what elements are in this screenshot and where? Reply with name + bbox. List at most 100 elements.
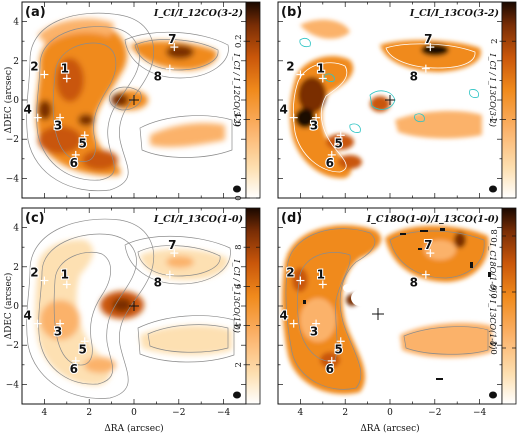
panel-b-contours-white bbox=[292, 43, 476, 173]
colorbar-tick-label: 4 bbox=[234, 323, 244, 328]
colorbar-ticks: 0.20.10I_CI / I_12CO(3-2)21I_CI / I_13CO… bbox=[232, 34, 516, 368]
x-tick-label: −2 bbox=[172, 408, 185, 418]
source-label-1: 1 bbox=[61, 61, 69, 75]
panel-a-sources: 1 2 3 4 56 7 8 bbox=[22, 31, 179, 171]
source-label-4: 4 bbox=[24, 309, 32, 323]
source-label-6: 6 bbox=[326, 362, 334, 376]
colorbar-b bbox=[501, 1, 517, 199]
colorbar-c bbox=[245, 207, 261, 405]
source-label-1: 1 bbox=[317, 61, 325, 75]
colorbar-tick-label: 0.2 bbox=[234, 34, 244, 48]
panel-d-beam bbox=[489, 391, 497, 399]
colorbar-tick-label: 2 bbox=[234, 362, 244, 367]
colorbar-label: I_CI / I_13CO(1-0) bbox=[232, 259, 241, 333]
source-label-5: 5 bbox=[79, 136, 87, 150]
y-tick-label: 0 bbox=[13, 96, 19, 106]
colorbar-tick-label: 8 bbox=[234, 244, 244, 249]
source-label-6: 6 bbox=[326, 156, 334, 170]
panel-b-sources: 1 2 3 4 56 7 8 bbox=[278, 31, 435, 171]
colorbar-label: I_C18O(1-0) / I_13CO(1-0) bbox=[488, 242, 497, 349]
source-label-2: 2 bbox=[286, 60, 294, 74]
source-label-6: 6 bbox=[70, 156, 78, 170]
panel-b-label: (b) bbox=[281, 5, 302, 20]
x-tick-label: 4 bbox=[42, 408, 48, 418]
source-label-8: 8 bbox=[410, 276, 418, 290]
panel-d-sources: 1 2 3 4 56 7 8 bbox=[279, 237, 435, 377]
x-tick-label: 2 bbox=[86, 408, 92, 418]
panel-c-ylabel: ΔDEC (arcsec) bbox=[3, 273, 14, 340]
colorbar-tick-label: 1 bbox=[490, 117, 500, 122]
y-tick-label: 0 bbox=[13, 302, 19, 312]
source-label-1: 1 bbox=[317, 267, 325, 281]
colorbar-d bbox=[501, 207, 517, 405]
panel-b-image bbox=[289, 19, 482, 179]
source-label-8: 8 bbox=[410, 70, 418, 84]
source-label-4: 4 bbox=[280, 103, 288, 117]
y-tick-label: 4 bbox=[13, 224, 19, 234]
panel-d-center-cross bbox=[372, 308, 384, 320]
colorbar-tick-label: 0 bbox=[234, 195, 244, 200]
panel-d-image bbox=[282, 225, 492, 395]
panel-d: 4 2 0 −2 −4 (d) I_C18O(1-0)/I_13CO(1-0) 1 2 3 4… bbox=[277, 207, 503, 418]
panel-c-label: (c) bbox=[25, 211, 45, 226]
panel-c-contours bbox=[26, 218, 235, 399]
source-label-7: 7 bbox=[424, 32, 432, 46]
source-label-8: 8 bbox=[154, 70, 162, 84]
source-label-1: 1 bbox=[61, 267, 69, 281]
source-label-2: 2 bbox=[30, 60, 38, 74]
colorbar-tick-label: 2 bbox=[490, 38, 500, 43]
colorbar-tick-label: 0.6 bbox=[490, 285, 500, 299]
source-label-3: 3 bbox=[54, 119, 62, 133]
source-label-3: 3 bbox=[310, 119, 318, 133]
panel-d-title: I_C18O(1-0)/I_13CO(1-0) bbox=[366, 214, 499, 225]
panel-a-contours bbox=[26, 12, 233, 192]
source-label-3: 3 bbox=[54, 325, 62, 339]
y-tick-label: 2 bbox=[13, 57, 19, 67]
x-tick-label: 0 bbox=[131, 408, 137, 418]
source-label-7: 7 bbox=[424, 238, 432, 252]
source-label-8: 8 bbox=[154, 276, 162, 290]
source-label-3: 3 bbox=[310, 325, 318, 339]
source-label-7: 7 bbox=[168, 32, 176, 46]
colorbar-tick-label: 0.8 bbox=[490, 229, 500, 243]
panel-d-xlabel: ΔRA (arcsec) bbox=[360, 423, 419, 434]
colorbar-a bbox=[245, 1, 261, 199]
colorbar-label: I_CI / I_12CO(3-2) bbox=[232, 53, 241, 127]
x-tick-label: −4 bbox=[473, 408, 487, 418]
panel-a-ticks: 4 2 0 −2 −4 bbox=[6, 1, 247, 199]
y-tick-label: −4 bbox=[6, 380, 20, 390]
source-label-4: 4 bbox=[280, 309, 288, 323]
source-label-4: 4 bbox=[24, 103, 32, 117]
x-tick-label: −4 bbox=[217, 408, 231, 418]
panel-c-xlabel: ΔRA (arcsec) bbox=[104, 423, 163, 434]
y-tick-label: −2 bbox=[6, 135, 19, 145]
source-label-5: 5 bbox=[79, 342, 87, 356]
colorbar-tick-label: 0.1 bbox=[234, 113, 244, 127]
panel-c-sources: 1 2 3 4 56 7 8 bbox=[23, 237, 179, 377]
panel-a: 4 2 0 −2 −4 (a) I_CI/I_12CO(3-2) 1 2 3 4 56 7 8 bbox=[6, 1, 247, 199]
panel-b: (b) I_CI/I_13CO(3-2) 1 2 3 4 56 7 8 bbox=[277, 1, 503, 199]
panel-b-title: I_CI/I_13CO(3-2) bbox=[409, 8, 499, 19]
panel-d-edge-specks bbox=[303, 228, 491, 380]
panel-a-image bbox=[26, 12, 233, 192]
y-tick-label: −2 bbox=[6, 341, 19, 351]
panel-a-title: I_CI/I_12CO(3-2) bbox=[153, 8, 243, 19]
source-label-6: 6 bbox=[70, 362, 78, 376]
source-label-2: 2 bbox=[30, 266, 38, 280]
panel-b-beam bbox=[489, 185, 497, 193]
panel-a-label: (a) bbox=[25, 5, 46, 20]
x-tick-label: −2 bbox=[428, 408, 441, 418]
colorbar-tick-label: 0.4 bbox=[490, 341, 500, 355]
panel-c-image bbox=[26, 218, 235, 399]
panel-c: 420−2−44 2 0 −2 −4 (c) I_CI/I_13CO(1-0) 1234… bbox=[6, 207, 247, 418]
panel-d-label: (d) bbox=[281, 211, 302, 226]
colorbar-tick-label: 6 bbox=[234, 284, 244, 289]
x-tick-label: 4 bbox=[298, 408, 304, 418]
x-tick-label: 2 bbox=[342, 408, 348, 418]
panel-d-contours bbox=[285, 228, 489, 390]
source-label-7: 7 bbox=[168, 238, 176, 252]
y-tick-label: 4 bbox=[13, 18, 19, 28]
source-label-5: 5 bbox=[335, 342, 343, 356]
colorbar-label: I_CI / I_13CO(3-2) bbox=[488, 53, 497, 127]
source-label-5: 5 bbox=[335, 136, 343, 150]
